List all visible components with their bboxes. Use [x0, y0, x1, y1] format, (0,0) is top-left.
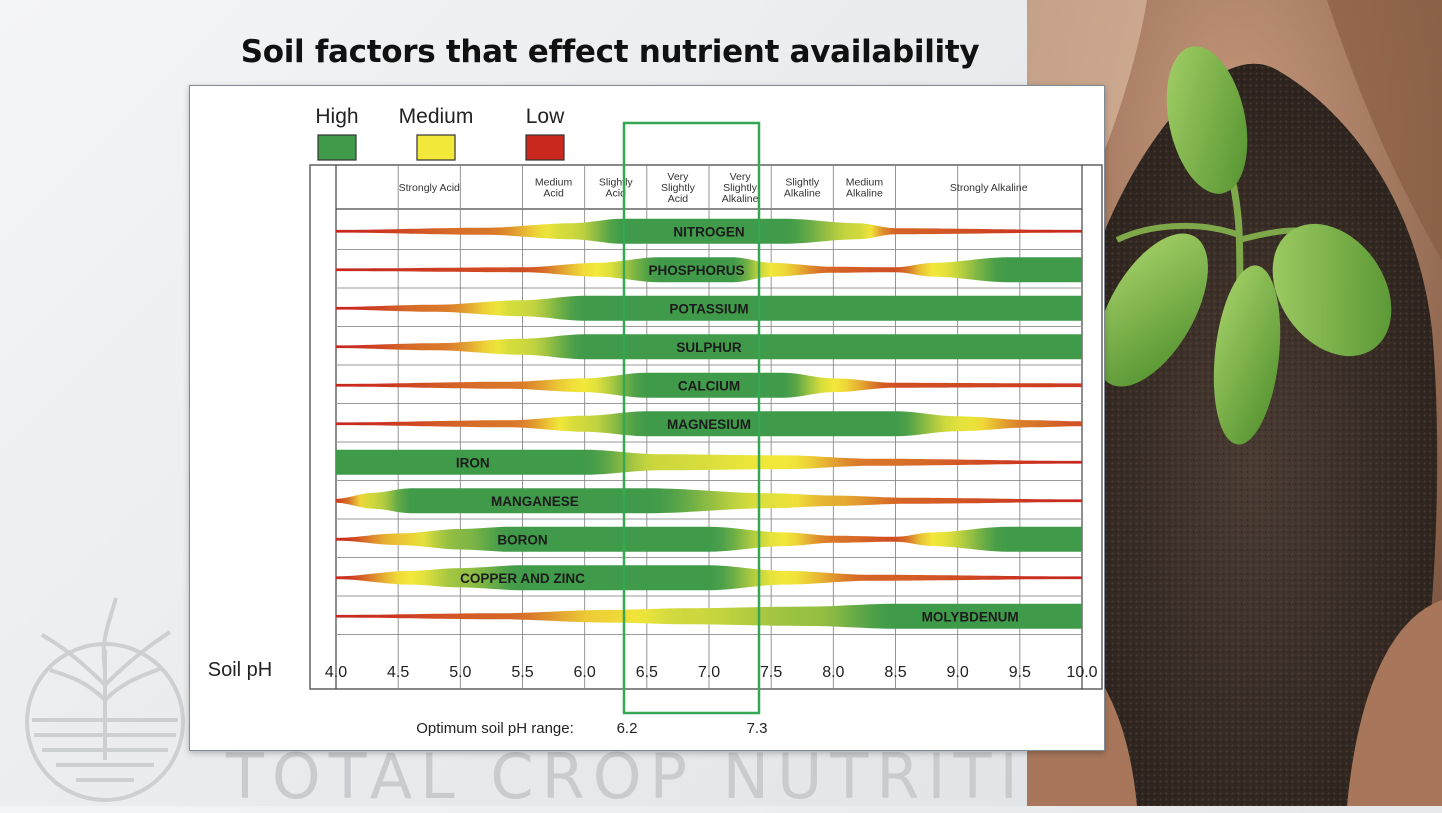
- legend-label-low: Low: [526, 105, 565, 128]
- nutrient-label-potassium: POTASSIUM: [669, 301, 748, 316]
- nutrient-label-molybdenum: MOLYBDENUM: [922, 609, 1019, 624]
- x-tick-label: 9.5: [1009, 664, 1031, 681]
- x-axis-title: Soil pH: [208, 659, 272, 681]
- x-tick-label: 7.5: [760, 664, 782, 681]
- header-label-5: Slightly Alkaline: [784, 177, 821, 200]
- x-tick-label: 10.0: [1066, 664, 1097, 681]
- nutrient-band-phosphorus: [336, 257, 1082, 283]
- nutrient-band-boron: [336, 526, 1082, 552]
- header-label-2: Slightly Acid: [599, 177, 634, 200]
- x-tick-label: 9.0: [947, 664, 969, 681]
- nutrient-band-iron: [336, 449, 1082, 475]
- x-tick-label: 6.0: [574, 664, 596, 681]
- x-tick-label: 5.0: [449, 664, 471, 681]
- chart-card: High Medium Low Strongly Acid Medium Acid Slig…: [189, 85, 1105, 751]
- nutrient-band-nitrogen: [336, 218, 1082, 244]
- nutrient-band-sulphur: [336, 334, 1082, 360]
- x-tick-label: 4.0: [325, 664, 347, 681]
- header-label-1: Medium Acid: [535, 177, 573, 200]
- nutrient-availability-chart: High Medium Low Strongly Acid Medium Acid Slig…: [208, 105, 1103, 737]
- optimum-range-label: Optimum soil pH range:: [416, 720, 574, 737]
- slide-title: Soil factors that effect nutrient availa…: [240, 34, 980, 70]
- x-tick-label: 4.5: [387, 664, 409, 681]
- nutrient-label-iron: IRON: [456, 455, 490, 470]
- optimum-low-value: 6.2: [617, 720, 638, 737]
- nutrient-band-manganese: [336, 488, 1082, 514]
- header-label-6: Medium Alkaline: [846, 177, 884, 200]
- legend-label-high: High: [315, 105, 358, 128]
- x-tick-label: 6.5: [636, 664, 658, 681]
- header-label-7: Strongly Alkaline: [950, 182, 1028, 194]
- x-tick-label: 7.0: [698, 664, 720, 681]
- watermark-text: TOTAL CROP NUTRITION: [226, 740, 1137, 813]
- nutrient-label-manganese: MANGANESE: [491, 494, 579, 509]
- nutrient-label-boron: BORON: [497, 532, 547, 547]
- header-label-0: Strongly Acid: [399, 182, 460, 194]
- nutrient-label-copper-and-zinc: COPPER AND ZINC: [460, 571, 585, 586]
- nutrient-label-nitrogen: NITROGEN: [673, 224, 744, 239]
- legend-swatch-low: [525, 134, 565, 161]
- nutrient-label-calcium: CALCIUM: [678, 378, 740, 393]
- x-tick-label: 5.5: [511, 664, 533, 681]
- nutrient-band-copper-and-zinc: [336, 565, 1082, 591]
- x-tick-label: 8.0: [822, 664, 844, 681]
- legend-swatch-medium: [416, 134, 456, 161]
- nutrient-band-molybdenum: [336, 603, 1082, 629]
- chart-frame: [309, 164, 1103, 690]
- nutrient-band-magnesium: [336, 411, 1082, 437]
- legend-label-medium: Medium: [399, 105, 474, 128]
- x-tick-label: 8.5: [884, 664, 906, 681]
- nutrient-label-sulphur: SULPHUR: [676, 340, 742, 355]
- optimum-range-box: [622, 121, 761, 715]
- header-label-3: Very Slightly Acid: [661, 171, 696, 205]
- optimum-high-value: 7.3: [747, 720, 768, 737]
- header-label-4: Very Slightly Alkaline: [722, 171, 759, 205]
- nutrient-band-calcium: [336, 372, 1082, 398]
- nutrient-label-phosphorus: PHOSPHORUS: [649, 263, 745, 278]
- nutrient-band-potassium: [336, 295, 1082, 321]
- nutrient-label-magnesium: MAGNESIUM: [667, 417, 751, 432]
- total-crop-nutrition-logo: [25, 597, 185, 802]
- legend-swatch-high: [317, 134, 357, 161]
